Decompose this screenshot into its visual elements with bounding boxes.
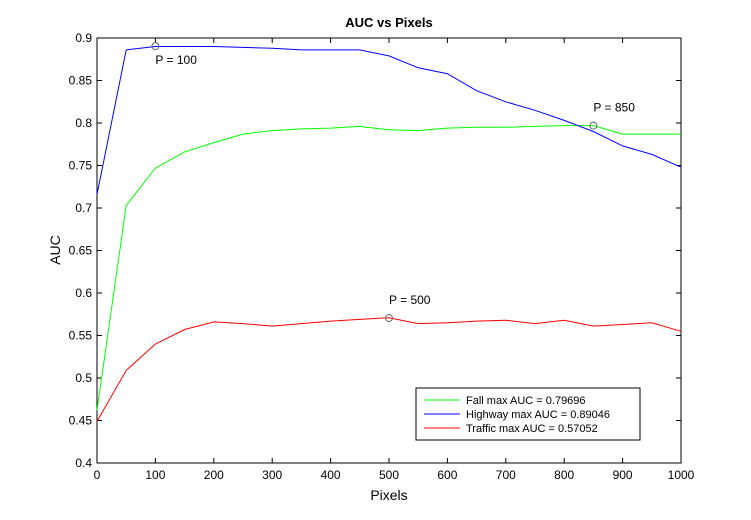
y-tick-label: 0.55 [69, 329, 93, 343]
series-line-1 [96, 46, 682, 195]
x-tick-label: 800 [554, 468, 574, 482]
series-lines [96, 46, 682, 422]
y-tick-label: 0.75 [69, 159, 93, 173]
annotation-label-2: P = 850 [593, 101, 635, 115]
annotation-marker-2 [589, 121, 598, 130]
annotation-labels: P = 100 P = 500 P = 850 [155, 53, 635, 307]
annotation-marker-1 [385, 314, 393, 323]
chart-title: AUC vs Pixels [345, 15, 432, 30]
annotation-label-0: P = 100 [155, 53, 197, 67]
series-line-2 [96, 317, 682, 422]
x-tick-label: 600 [437, 468, 457, 482]
y-tick-label: 0.9 [75, 31, 92, 45]
y-tick-label: 0.8 [75, 116, 92, 130]
annotation-label-1: P = 500 [389, 293, 431, 307]
x-tick-label: 900 [613, 468, 633, 482]
legend-label-highway: Highway max AUC = 0.89046 [466, 409, 610, 421]
series-line-0 [96, 125, 681, 411]
legend-label-fall: Fall max AUC = 0.79696 [466, 395, 586, 407]
axis-ticks [96, 37, 682, 464]
x-tick-label: 1000 [668, 468, 695, 482]
x-tick-label: 700 [496, 468, 516, 482]
annotation-marker-0 [151, 42, 160, 51]
x-tick-label: 100 [145, 468, 165, 482]
x-tick-label: 0 [94, 468, 101, 482]
x-tick-label: 200 [204, 468, 224, 482]
y-tick-label: 0.65 [69, 244, 93, 258]
y-tick-label: 0.4 [75, 456, 92, 470]
x-axis-label: Pixels [370, 487, 407, 503]
legend: Fall max AUC = 0.79696 Highway max AUC =… [415, 387, 641, 441]
legend-label-traffic: Traffic max AUC = 0.57052 [466, 423, 598, 435]
y-tick-label: 0.6 [75, 286, 92, 300]
x-tick-label: 400 [321, 468, 341, 482]
y-axis-label: AUC [47, 235, 63, 265]
axis-tick-labels: 0 100 200 300 400 500 600 700 800 900 1000 0.4 0.45 0… [69, 31, 695, 482]
annotation-markers [151, 42, 598, 323]
y-tick-label: 0.7 [75, 201, 92, 215]
y-tick-label: 0.5 [75, 371, 92, 385]
x-tick-label: 500 [379, 468, 399, 482]
x-tick-label: 300 [262, 468, 282, 482]
y-tick-label: 0.45 [69, 414, 93, 428]
y-tick-label: 0.85 [69, 74, 93, 88]
